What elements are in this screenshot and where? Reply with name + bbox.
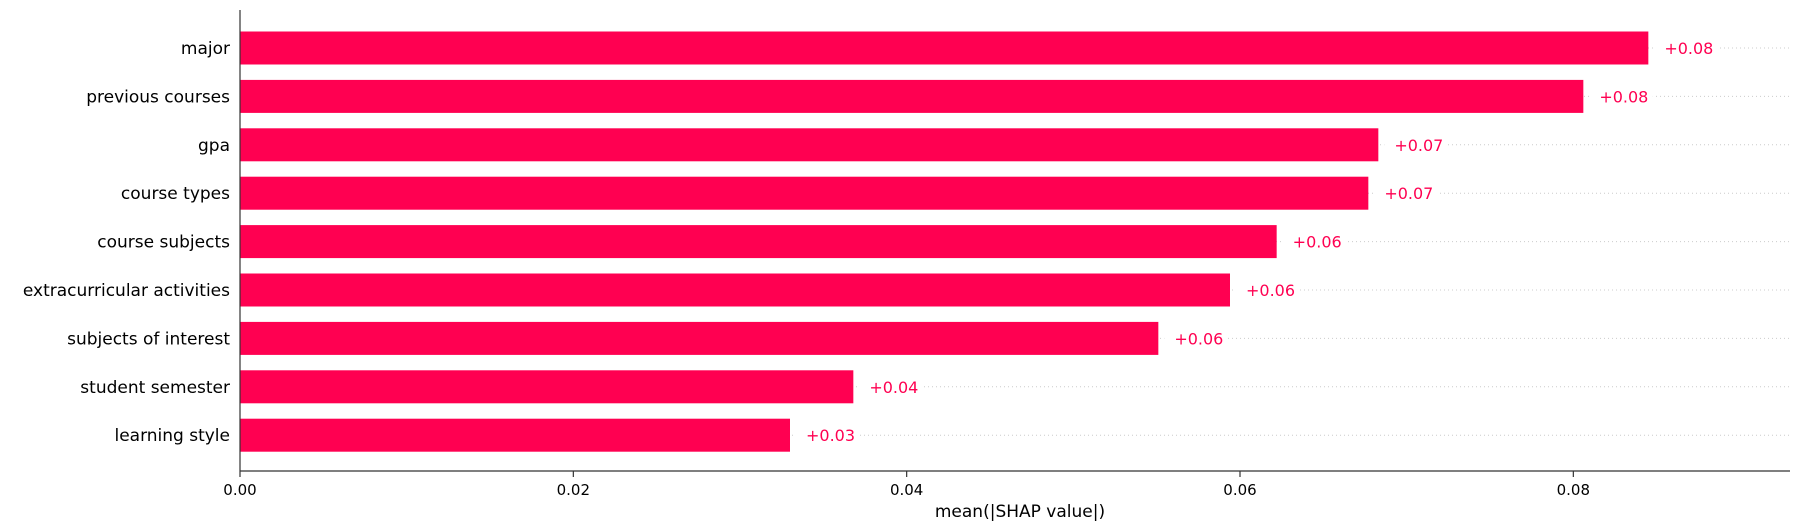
category-label: major [181,39,230,59]
x-tick-label: 0.06 [1223,481,1256,499]
bars [240,31,1649,452]
bar [240,176,1369,210]
x-tick-label: 0.00 [223,481,256,499]
x-axis-title: mean(|SHAP value|) [935,502,1105,522]
category-label: course types [121,184,230,204]
category-label: gpa [198,136,230,156]
category-label: student semester [80,378,230,398]
value-label: +0.06 [1293,233,1342,252]
value-label: +0.06 [1246,281,1295,300]
bar [240,79,1584,113]
value-label-bg [1654,36,1718,60]
x-ticks: 0.00 0.02 0.04 0.06 0.08 [223,471,1590,499]
category-label: previous courses [86,87,230,107]
category-label: learning style [114,426,230,446]
category-label: subjects of interest [67,329,230,349]
value-label-bg [1589,84,1653,109]
category-labels: major previous courses gpa course types cour… [23,39,230,446]
value-label: +0.03 [806,426,855,445]
value-label: +0.07 [1384,184,1433,203]
bar [240,225,1277,259]
bar [240,128,1379,162]
bar [240,370,854,404]
bar [240,321,1159,355]
value-label-bg [1282,229,1347,254]
value-label-bg [1384,132,1448,157]
value-labels: +0.08 +0.08 +0.07 +0.07 +0.06 +0.06 +0.06 +0.04… [796,36,1718,448]
value-label-bg [1164,326,1228,351]
value-label: +0.04 [869,378,918,397]
value-label-bg [1236,278,1300,302]
x-tick-label: 0.04 [890,481,923,499]
bar [240,418,790,452]
x-tick-label: 0.08 [1557,481,1590,499]
axes [239,10,1790,472]
value-label: +0.06 [1174,329,1223,348]
value-label: +0.07 [1394,136,1443,155]
bar [240,31,1649,65]
x-tick-label: 0.02 [557,481,590,499]
value-label: +0.08 [1664,39,1713,58]
value-label-bg [859,374,923,399]
bar [240,273,1230,307]
value-label-bg [1374,181,1438,206]
category-label: course subjects [97,233,230,253]
value-label-bg [796,423,860,448]
category-label: extracurricular activities [23,281,230,301]
value-label: +0.08 [1599,87,1648,106]
